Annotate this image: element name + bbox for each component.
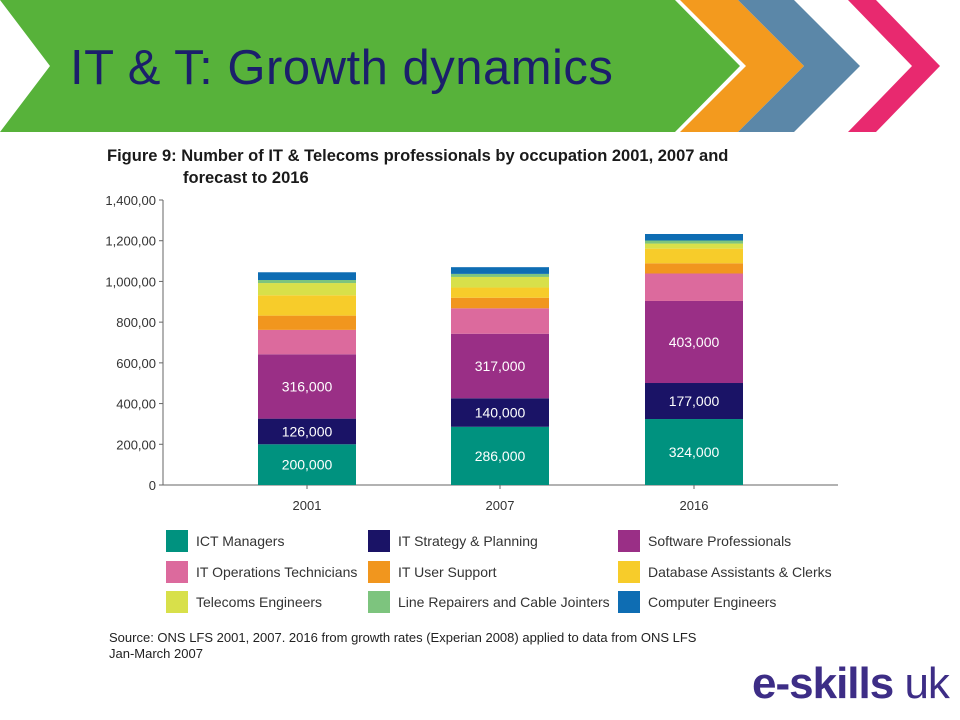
legend-label: Telecoms Engineers <box>196 594 323 610</box>
bar-segment-2001-3 <box>258 329 356 355</box>
bar-segment-2001-0 <box>258 444 356 485</box>
bar-segment-2001-8 <box>258 272 356 281</box>
data-label: 324,000 <box>669 444 720 460</box>
x-tick-label: 2001 <box>293 498 322 513</box>
bar-segment-2001-5 <box>258 295 356 316</box>
legend-label: IT Strategy & Planning <box>398 533 538 549</box>
data-label: 286,000 <box>475 448 526 464</box>
legend-swatch <box>368 530 390 552</box>
chart-legend: ICT Managers IT Strategy & Planning Softwa… <box>166 528 846 624</box>
data-label: 317,000 <box>475 358 526 374</box>
bar-segment-2007-1 <box>451 398 549 427</box>
y-tick-label: 1,400,00 <box>105 193 156 208</box>
legend-swatch <box>618 530 640 552</box>
bar-segment-2016-1 <box>645 383 743 420</box>
legend-item: ICT Managers <box>166 528 284 554</box>
bar-segment-2001-1 <box>258 418 356 445</box>
bar-segment-2016-8 <box>645 233 743 241</box>
data-label: 140,000 <box>475 405 526 421</box>
banner-green-chevron <box>0 0 740 132</box>
y-tick-label: 0 <box>149 478 156 493</box>
legend-swatch <box>166 530 188 552</box>
legend-swatch <box>618 561 640 583</box>
legend-label: IT Operations Technicians <box>196 564 358 580</box>
bar-segment-2007-5 <box>451 287 549 298</box>
legend-label: Line Repairers and Cable Jointers <box>398 594 610 610</box>
bar-segment-2007-4 <box>451 297 549 309</box>
legend-item: IT User Support <box>368 559 497 585</box>
y-tick-label: 800,00 <box>116 315 156 330</box>
logo-text-uk: uk <box>893 659 949 708</box>
source-line2: Jan-March 2007 <box>109 646 203 661</box>
figure-title-line1: Figure 9: Number of IT & Telecoms profes… <box>107 147 729 165</box>
bar-segment-2001-7 <box>258 280 356 284</box>
legend-label: IT User Support <box>398 564 497 580</box>
bar-segment-2001-6 <box>258 283 356 296</box>
figure-title-line2: forecast to 2016 <box>183 169 309 187</box>
bar-segment-2007-7 <box>451 273 549 277</box>
bar-segment-2007-6 <box>451 276 549 288</box>
banner-orange-chevron <box>680 0 804 132</box>
source-note: Source: ONS LFS 2001, 2007. 2016 from gr… <box>109 630 829 662</box>
legend-label: Computer Engineers <box>648 594 777 610</box>
y-tick-label: 1,200,00 <box>105 234 156 249</box>
data-label: 177,000 <box>669 393 720 409</box>
bar-segment-2001-4 <box>258 315 356 330</box>
legend-swatch <box>368 561 390 583</box>
bar-segment-2007-8 <box>451 267 549 274</box>
data-label: 126,000 <box>282 423 333 439</box>
figure-title: Figure 9: Number of IT & Telecoms profes… <box>107 145 827 189</box>
legend-item: Line Repairers and Cable Jointers <box>368 589 610 615</box>
y-tick-label: 200,00 <box>116 437 156 452</box>
data-label: 316,000 <box>282 378 333 394</box>
legend-label: Database Assistants & Clerks <box>648 564 832 580</box>
legend-item: IT Strategy & Planning <box>368 528 538 554</box>
bar-segment-2016-5 <box>645 248 743 264</box>
bar-segment-2007-2 <box>451 333 549 399</box>
banner-slate-chevron <box>738 0 860 132</box>
bar-segment-2007-0 <box>451 426 549 485</box>
x-tick-label: 2007 <box>486 498 515 513</box>
x-tick-label: 2016 <box>680 498 709 513</box>
legend-item: Telecoms Engineers <box>166 589 322 615</box>
data-label: 200,000 <box>282 457 333 473</box>
banner-pink-chevron <box>848 0 940 132</box>
legend-item: Software Professionals <box>618 528 791 554</box>
bar-segment-2016-3 <box>645 273 743 301</box>
logo-text-eskills: e-skills <box>752 659 894 708</box>
legend-item: Database Assistants & Clerks <box>618 559 832 585</box>
legend-label: ICT Managers <box>196 533 285 549</box>
legend-swatch <box>618 591 640 613</box>
y-tick-label: 600,00 <box>116 356 156 371</box>
legend-swatch <box>368 591 390 613</box>
y-tick-label: 400,00 <box>116 397 156 412</box>
bar-segment-2016-0 <box>645 419 743 485</box>
legend-swatch <box>166 591 188 613</box>
data-label: 403,000 <box>669 334 720 350</box>
bar-segment-2007-3 <box>451 308 549 334</box>
legend-swatch <box>166 561 188 583</box>
bar-segment-2001-2 <box>258 354 356 419</box>
source-line1: Source: ONS LFS 2001, 2007. 2016 from gr… <box>109 630 697 645</box>
y-tick-label: 1,000,00 <box>105 274 156 289</box>
header-banner <box>0 0 940 132</box>
legend-item: Computer Engineers <box>618 589 776 615</box>
bar-segment-2016-6 <box>645 243 743 249</box>
bar-segment-2016-4 <box>645 263 743 274</box>
slide-title: IT & T: Growth dynamics <box>70 41 614 95</box>
legend-item: IT Operations Technicians <box>166 559 357 585</box>
bar-segment-2016-7 <box>645 240 743 244</box>
e-skills-uk-logo: e-skills uk <box>752 658 950 710</box>
legend-label: Software Professionals <box>648 533 792 549</box>
bar-segment-2016-2 <box>645 300 743 384</box>
